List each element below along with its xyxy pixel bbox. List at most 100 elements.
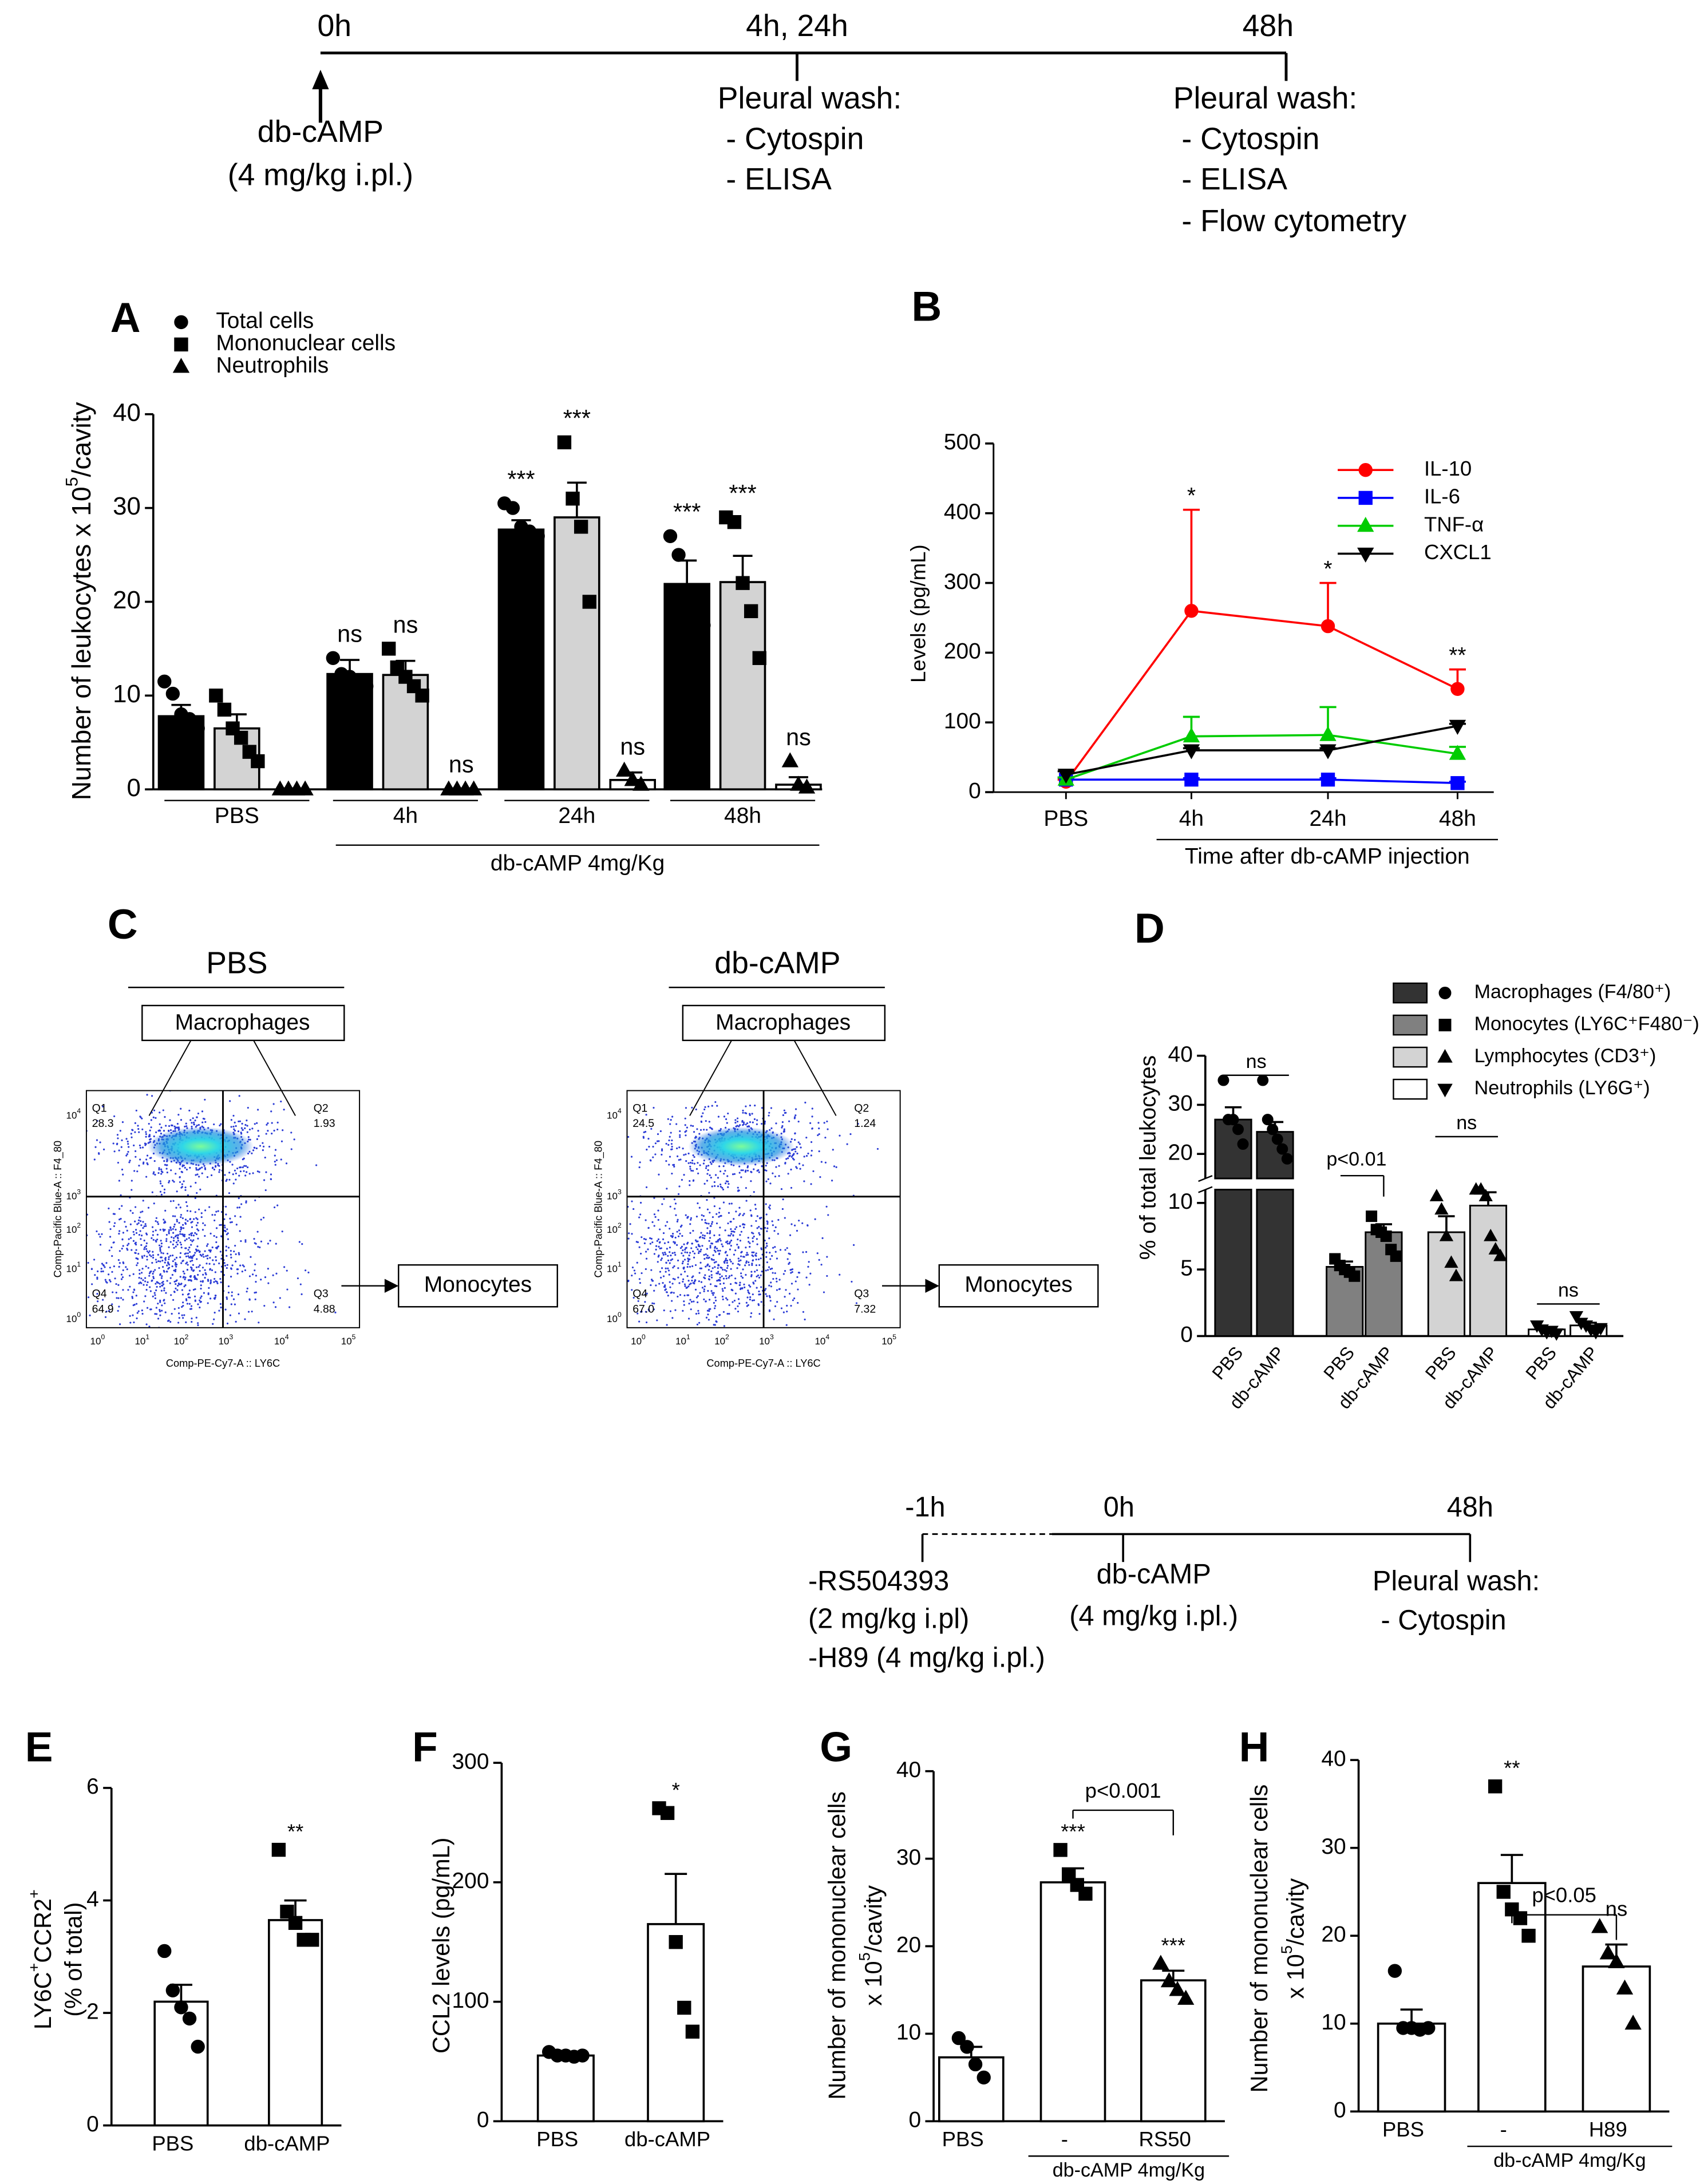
legend-marker: [1438, 1019, 1452, 1031]
event-dot: [653, 1197, 655, 1199]
event-dot: [160, 1168, 163, 1170]
event-dot: [164, 1116, 166, 1118]
event-dot: [739, 1281, 741, 1284]
event-dot: [658, 1245, 660, 1248]
event-dot: [254, 1269, 256, 1272]
event-dot: [255, 1243, 257, 1245]
event-dot: [145, 1242, 148, 1244]
event-dot: [120, 1278, 123, 1280]
event-dot: [646, 1292, 648, 1295]
event-dot: [714, 1266, 716, 1268]
event-dot: [797, 1288, 799, 1291]
event-dot: [218, 1165, 220, 1167]
timeline-note: (4 mg/kg i.pl.): [228, 158, 413, 192]
event-dot: [111, 1271, 113, 1273]
series-line: [1065, 725, 1458, 776]
event-dot: [156, 1239, 159, 1241]
event-dot: [809, 1122, 812, 1124]
event-dot: [264, 1276, 267, 1279]
event-dot: [659, 1130, 662, 1133]
event-dot: [135, 1252, 137, 1255]
event-dot: [217, 1245, 220, 1248]
event-dot: [194, 1252, 196, 1254]
event-dot: [191, 1125, 193, 1128]
event-dot: [742, 1268, 744, 1271]
event-dot: [750, 1275, 753, 1277]
event-dot: [174, 1215, 176, 1217]
event-dot: [194, 1119, 196, 1122]
data-point: [1594, 1323, 1608, 1336]
event-dot: [760, 1257, 762, 1260]
event-dot: [707, 1313, 709, 1316]
event-dot: [768, 1266, 770, 1268]
event-dot: [136, 1262, 139, 1264]
event-dot: [663, 1198, 665, 1200]
event-dot: [163, 1218, 165, 1221]
event-dot: [641, 1236, 643, 1239]
event-dot: [671, 1317, 674, 1319]
event-dot: [204, 1235, 206, 1237]
event-dot: [185, 1255, 188, 1257]
event-dot: [201, 1110, 204, 1113]
y-tick-label: 0: [908, 2108, 921, 2132]
event-dot: [784, 1296, 786, 1298]
event-dot: [290, 1131, 292, 1134]
event-dot: [146, 1307, 149, 1309]
event-dot: [197, 1265, 200, 1268]
event-dot: [121, 1205, 123, 1207]
event-dot: [667, 1295, 669, 1297]
event-dot: [240, 1127, 243, 1129]
event-dot: [162, 1109, 164, 1111]
event-dot: [770, 1107, 773, 1109]
event-dot: [647, 1138, 650, 1140]
event-dot: [769, 1296, 771, 1299]
event-dot: [230, 1249, 232, 1252]
event-dot: [168, 1125, 171, 1127]
event-dot: [769, 1268, 772, 1271]
event-dot: [689, 1265, 691, 1268]
event-dot: [717, 1249, 719, 1252]
event-dot: [740, 1255, 742, 1257]
event-dot: [187, 1264, 189, 1266]
event-dot: [263, 1179, 266, 1181]
annotation: ***: [1161, 1934, 1185, 1957]
event-dot: [108, 1249, 110, 1252]
event-dot: [135, 1109, 137, 1111]
event-dot: [157, 1303, 159, 1305]
event-dot: [703, 1288, 705, 1291]
axis-tick-label: 102: [66, 1221, 81, 1235]
event-dot: [238, 1253, 240, 1256]
event-dot: [239, 1166, 241, 1169]
event-dot: [756, 1227, 758, 1229]
event-dot: [665, 1261, 667, 1264]
event-dot: [272, 1274, 274, 1276]
event-dot: [768, 1237, 770, 1240]
event-dot: [114, 1277, 116, 1280]
event-dot: [244, 1174, 247, 1177]
event-dot: [155, 1261, 157, 1263]
density-hot: [148, 1126, 254, 1166]
event-dot: [690, 1308, 692, 1311]
event-dot: [157, 1317, 160, 1320]
data-point: [280, 1904, 294, 1919]
event-dot: [208, 1263, 211, 1265]
event-dot: [746, 1253, 749, 1256]
event-dot: [798, 1162, 801, 1165]
event-dot: [738, 1260, 740, 1262]
event-dot: [120, 1146, 122, 1148]
event-dot: [214, 1277, 216, 1280]
event-dot: [179, 1176, 181, 1178]
event-dot: [656, 1319, 658, 1322]
event-dot: [794, 1108, 797, 1110]
event-dot: [140, 1238, 142, 1240]
event-dot: [659, 1247, 661, 1249]
event-dot: [801, 1222, 804, 1224]
event-dot: [232, 1114, 235, 1117]
event-dot: [698, 1252, 700, 1255]
event-dot: [750, 1180, 752, 1182]
event-dot: [699, 1164, 701, 1166]
event-dot: [800, 1146, 802, 1149]
event-dot: [89, 1314, 91, 1316]
event-dot: [137, 1219, 140, 1221]
event-dot: [160, 1193, 163, 1196]
